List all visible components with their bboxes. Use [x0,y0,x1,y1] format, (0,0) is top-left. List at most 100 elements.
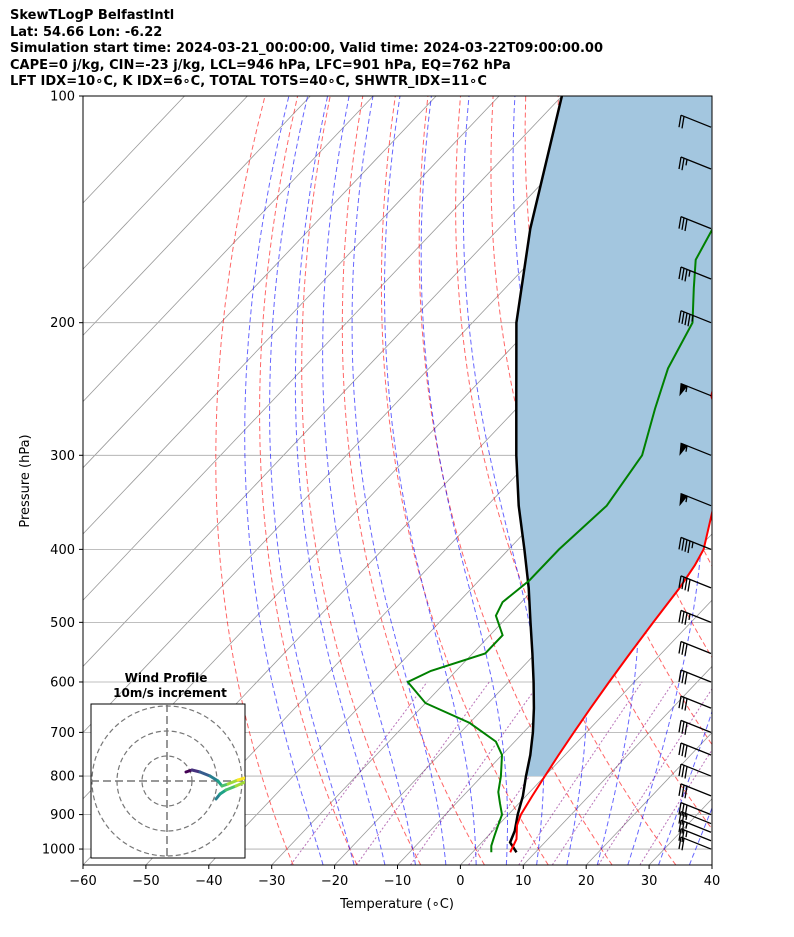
wind-barb-staff [680,266,712,280]
y-tick-label: 100 [50,90,75,105]
dry-adiabat [754,96,794,865]
isotherm [83,96,626,667]
y-tick-label: 200 [50,316,75,331]
dry-adiabat [455,96,677,865]
axes-layer: −60 −50 −40 −30 −20 −10 0 10 20 30 40 1000 900 800 700… [42,90,720,890]
mixing-ratio-line [518,681,643,865]
x-tick-label: −20 [321,874,348,889]
parcel-profile-line [508,96,564,853]
x-axis-label: Temperature (∘C) [339,897,454,912]
hodograph-inset [90,703,246,859]
x-tick-label: −10 [384,874,411,889]
wind-barb [678,828,712,843]
wind-barb-full [678,783,682,796]
wind-barb [678,783,712,799]
hodograph-segment [208,774,220,783]
wind-barb-full [684,218,688,232]
wind-barb-full [681,829,685,843]
isotherm [83,96,437,469]
wind-barb-full [684,539,688,552]
wind-barb-full [681,697,685,710]
moist-adiabat [658,710,712,865]
wind-barb-full [681,721,685,734]
wind-barb-half [685,813,688,821]
wind-barb-full [678,115,682,128]
wind-barb-full [678,828,682,841]
mixing-ratio-line [639,749,712,865]
hodograph-title: Wind Profile [125,671,208,685]
y-tick-label: 700 [50,726,75,741]
wind-barb [678,695,712,711]
location-text: Lat: 54.66 Lon: -6.22 [10,24,163,40]
wind-barb-half [685,445,688,452]
wind-barb-flag [679,382,688,397]
wind-barb [678,669,712,685]
wind-barb-staff [680,640,712,655]
wind-barb-full [684,643,688,657]
wind-barb-staff [680,819,712,833]
wind-barb-full [681,217,685,230]
wind-barb [678,742,712,758]
mixing-ratio-line [597,688,712,865]
wind-barb-full [684,804,688,818]
wind-barb-full [678,669,682,683]
hodograph-segment [224,784,238,792]
wind-barb [679,382,712,397]
isotherm [83,96,500,535]
wind-barb-staff [680,763,712,777]
wind-barb-staff [680,609,712,623]
wind-barb-full [681,671,685,684]
wind-barb-full [684,578,688,591]
x-tick-label: 10 [515,874,532,889]
moist-adiabat [244,96,324,865]
cin-shading [516,96,712,777]
wind-barb-full [684,786,688,799]
moist-adiabat [269,96,355,865]
wind-barb [678,156,712,171]
wind-barb-staff [680,695,712,709]
isotherm [83,96,248,270]
wind-barb-full [681,812,685,825]
x-tick-label: 0 [456,874,464,889]
wind-barb-full [678,310,682,323]
wind-barb-half [691,315,694,322]
wind-barb-half [688,270,691,277]
wind-barb [678,114,712,129]
y-tick-label: 600 [50,675,75,690]
wind-barb-full [678,216,682,229]
wind-barb-full [684,312,688,326]
mixing-ratio-line [551,681,674,865]
moist-adiabat [420,96,508,865]
wind-barb-full [681,803,685,816]
wind-barb-full [678,820,682,833]
wind-barb-half [685,822,688,829]
y-tick-label: 900 [50,808,75,823]
wind-barb [679,442,712,456]
wind-barb-full [678,811,682,824]
wind-barb-staff [680,669,712,683]
wind-barb-staff [680,216,712,230]
wind-barb [678,216,712,232]
mixing-ratio-line [468,681,596,865]
wind-barb-full [678,266,682,280]
wind-barb-full [681,158,685,171]
temperature-line [509,388,712,853]
wind-barb-full [678,156,682,170]
wind-barb [678,836,712,851]
y-tick-label: 800 [50,770,75,785]
moist-adiabat [351,96,447,865]
hodograph-segment [226,778,240,786]
wind-barb-full [684,698,688,711]
hodograph-segment [236,776,245,782]
hodograph-segment [198,770,212,778]
y-tick-label: 300 [50,449,75,464]
wind-barb-full [681,765,685,778]
wind-barb-half [688,613,691,621]
mixing-ratio-line [409,681,541,865]
wind-barb [679,492,712,507]
wind-barb [678,801,712,818]
wind-barb-full [678,836,682,850]
moist-adiabat [720,96,794,865]
dry-adiabat [721,96,794,865]
wind-barb-full [681,268,685,281]
